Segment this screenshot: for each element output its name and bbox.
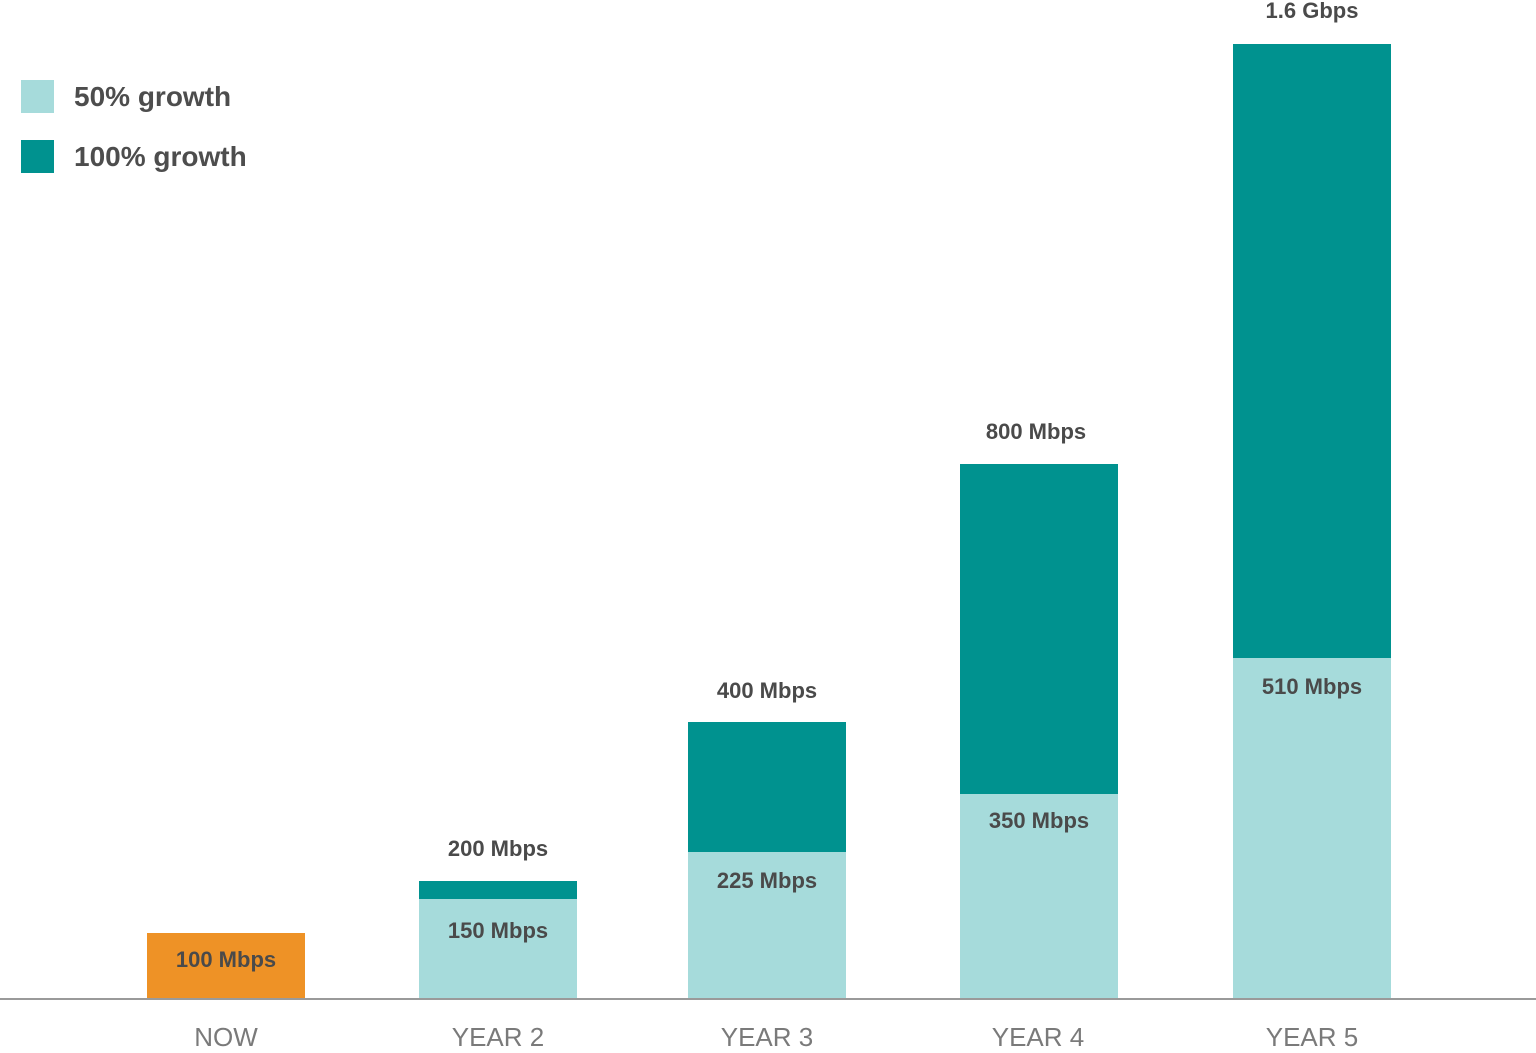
segment-100-growth — [419, 881, 577, 899]
x-axis-line — [0, 998, 1536, 1000]
bar-top-label: 200 Mbps — [447, 836, 549, 861]
legend-item-100-growth: 100% growth — [21, 140, 247, 173]
bar-top-label: 400 Mbps — [716, 678, 818, 703]
segment-100-growth — [1233, 44, 1391, 658]
x-tick-label: YEAR 4 — [991, 1022, 1085, 1052]
bar-top-label: 1.6 Gbps — [1265, 0, 1359, 23]
bar-value-label: 350 Mbps — [988, 808, 1090, 833]
segment-50-growth — [1233, 658, 1391, 1000]
x-tick-label: YEAR 5 — [1265, 1022, 1359, 1052]
legend-swatch-light-teal — [21, 80, 54, 113]
segment-100-growth — [688, 722, 846, 852]
bar-year-5: 510 Mbps — [1233, 44, 1391, 1000]
bar-value-label: 150 Mbps — [447, 918, 549, 943]
x-tick-label: YEAR 3 — [720, 1022, 814, 1052]
bar-year-2: 150 Mbps — [419, 881, 577, 1000]
legend-swatch-dark-teal — [21, 140, 54, 173]
segment-50-growth — [419, 899, 577, 1000]
bar-value-label: 225 Mbps — [716, 868, 818, 893]
segment-50-growth — [960, 794, 1118, 1000]
bar-value-label: 100 Mbps — [175, 947, 277, 972]
x-tick-label: YEAR 2 — [451, 1022, 545, 1052]
bar-year-4: 350 Mbps — [960, 464, 1118, 1000]
bar-year-3: 225 Mbps — [688, 722, 846, 1000]
bar-now: 100 Mbps — [147, 933, 305, 1000]
bar-top-label: 800 Mbps — [985, 419, 1087, 444]
segment-50-growth — [688, 852, 846, 1000]
x-tick-label: NOW — [194, 1022, 258, 1052]
segment-100-growth — [960, 464, 1118, 794]
legend-item-50-growth: 50% growth — [21, 80, 231, 113]
legend-label: 100% growth — [74, 140, 247, 172]
legend-label: 50% growth — [74, 80, 232, 112]
bar-value-label: 510 Mbps — [1261, 674, 1363, 699]
